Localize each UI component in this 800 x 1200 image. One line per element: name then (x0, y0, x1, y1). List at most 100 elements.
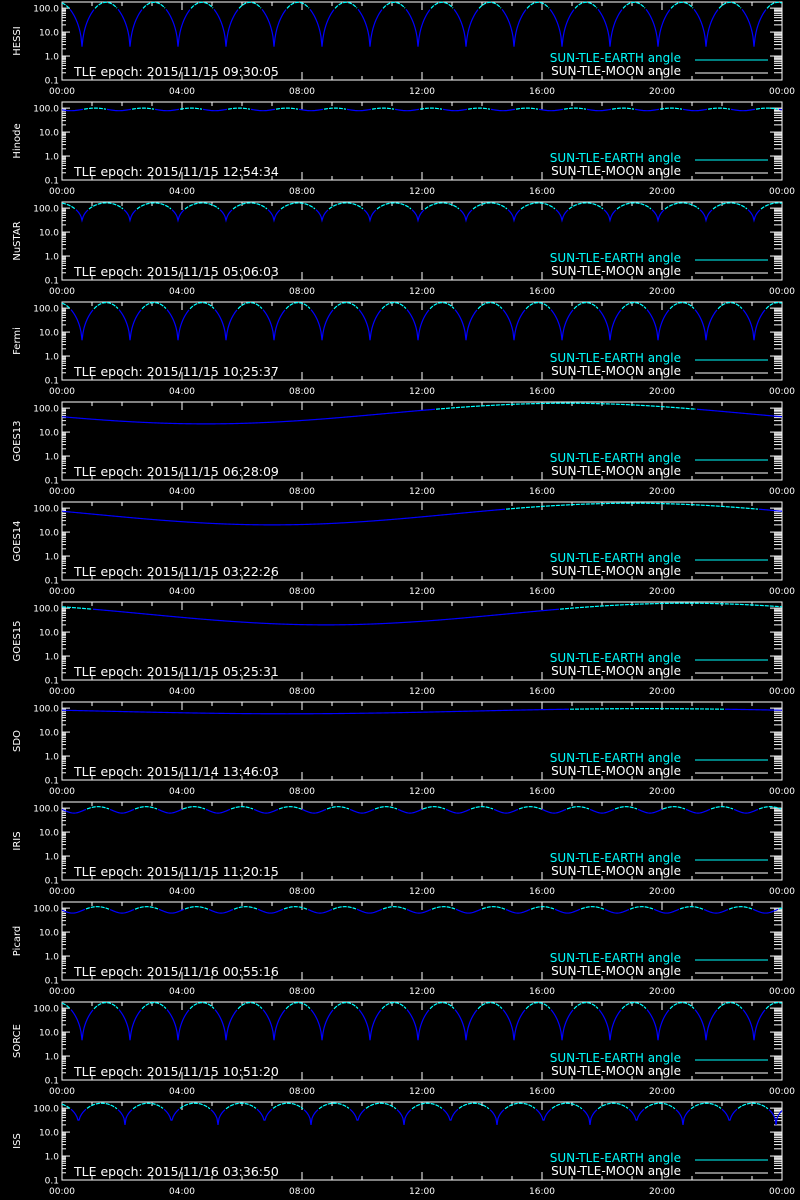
satellite-label: Hinode (12, 123, 23, 158)
x-tick-label: 00:00 (49, 1087, 75, 1097)
x-tick-label: 04:00 (169, 87, 195, 97)
legend-moon-label: SUN-TLE-MOON angle (551, 764, 681, 778)
x-tick-label: 20:00 (649, 387, 675, 397)
y-tick-label: 100.0 (33, 805, 59, 815)
x-tick-label: 12:00 (409, 587, 435, 597)
x-tick-label: 04:00 (169, 687, 195, 697)
x-tick-label: 00:00 (769, 787, 795, 797)
x-tick-label: 00:00 (769, 987, 795, 997)
x-tick-label: 00:00 (769, 387, 795, 397)
x-tick-label: 00:00 (49, 87, 75, 97)
x-tick-label: 20:00 (649, 287, 675, 297)
satellite-label: Picard (12, 926, 23, 957)
y-tick-label: 10.0 (39, 1129, 59, 1139)
sun-earth-angle-curve-low (61, 708, 783, 715)
legend-earth-label: SUN-TLE-EARTH angle (550, 151, 681, 165)
x-tick-label: 20:00 (649, 487, 675, 497)
y-tick-label: 10.0 (39, 729, 59, 739)
legend-moon-label: SUN-TLE-MOON angle (551, 164, 681, 178)
x-tick-label: 00:00 (49, 987, 75, 997)
y-tick-label: 0.1 (45, 977, 59, 987)
x-tick-label: 04:00 (169, 887, 195, 897)
x-tick-label: 16:00 (529, 87, 555, 97)
satellite-label: GOES14 (12, 520, 23, 561)
tle-epoch-label: TLE epoch: 2015/11/15 09:30:05 (73, 64, 279, 79)
satellite-label: NuSTAR (12, 221, 23, 260)
y-tick-label: 1.0 (45, 853, 60, 863)
legend-moon-label: SUN-TLE-MOON angle (551, 1064, 681, 1078)
x-tick-label: 00:00 (769, 1187, 795, 1197)
panel-fermi: 100.010.01.00.100:00 04:00 08:00 12:00 16:00… (12, 301, 795, 397)
sun-earth-angle-curve-low (75, 209, 761, 223)
sun-earth-angle-curve-high (85, 906, 783, 910)
panel-goes15: 100.010.01.00.100:00 04:00 08:00 12:00 16:00… (12, 601, 795, 697)
y-tick-label: 1.0 (45, 153, 60, 163)
sun-earth-angle-curve-low (62, 809, 782, 813)
sun-earth-angle-curve-high (61, 1102, 769, 1110)
x-tick-label: 00:00 (49, 587, 75, 597)
y-tick-label: 1.0 (45, 353, 60, 363)
y-tick-label: 1.0 (45, 653, 60, 663)
x-tick-label: 16:00 (529, 187, 555, 197)
y-tick-label: 0.1 (45, 377, 59, 387)
tle-epoch-label: TLE epoch: 2015/11/15 06:28:09 (73, 464, 279, 479)
x-tick-label: 00:00 (769, 587, 795, 597)
legend-earth-label: SUN-TLE-EARTH angle (550, 51, 681, 65)
y-tick-label: 1.0 (45, 1053, 60, 1063)
x-tick-label: 12:00 (409, 87, 435, 97)
satellite-label: SDO (12, 730, 23, 752)
satellite-label: ISS (12, 1133, 23, 1149)
y-tick-label: 1.0 (45, 1153, 60, 1163)
panel-goes14: 100.010.01.00.100:00 04:00 08:00 12:00 16:00… (12, 501, 795, 597)
legend-moon-label: SUN-TLE-MOON angle (551, 664, 681, 678)
legend-moon-label: SUN-TLE-MOON angle (551, 864, 681, 878)
y-tick-label: 0.1 (45, 277, 59, 287)
y-tick-label: 10.0 (39, 529, 59, 539)
y-tick-label: 10.0 (39, 829, 59, 839)
x-tick-label: 08:00 (289, 1087, 315, 1097)
legend-moon-label: SUN-TLE-MOON angle (551, 1164, 681, 1178)
x-tick-label: 08:00 (289, 287, 315, 297)
sun-earth-angle-curve-low (61, 108, 783, 112)
panel-iris: 100.010.01.00.100:00 04:00 08:00 12:00 16:00… (12, 801, 795, 897)
x-tick-label: 12:00 (409, 187, 435, 197)
legend-earth-label: SUN-TLE-EARTH angle (550, 951, 681, 965)
y-tick-label: 100.0 (33, 305, 59, 315)
tle-epoch-label: TLE epoch: 2015/11/15 10:51:20 (73, 1064, 279, 1079)
sun-earth-angle-curve-low (70, 1108, 783, 1125)
legend-earth-label: SUN-TLE-EARTH angle (550, 451, 681, 465)
x-tick-label: 00:00 (49, 487, 75, 497)
satellite-label: GOES13 (12, 420, 23, 461)
y-tick-label: 0.1 (45, 177, 59, 187)
x-tick-label: 00:00 (769, 287, 795, 297)
y-tick-label: 1.0 (45, 253, 60, 263)
panel-hinode: 100.010.01.00.100:00 04:00 08:00 12:00 16:00… (12, 101, 795, 197)
x-tick-label: 08:00 (289, 987, 315, 997)
sun-earth-angle-curve-high (61, 602, 783, 610)
x-tick-label: 00:00 (49, 287, 75, 297)
x-tick-label: 20:00 (649, 787, 675, 797)
sun-earth-angle-curve-high (61, 1001, 783, 1010)
sun-earth-angle-curve-high (86, 806, 782, 810)
legend-earth-label: SUN-TLE-EARTH angle (550, 251, 681, 265)
y-tick-label: 10.0 (39, 329, 59, 339)
x-tick-label: 20:00 (649, 87, 675, 97)
x-tick-label: 00:00 (769, 187, 795, 197)
x-tick-label: 12:00 (409, 487, 435, 497)
x-tick-label: 04:00 (169, 487, 195, 497)
y-tick-label: 10.0 (39, 429, 59, 439)
satellite-label: SORCE (12, 1024, 23, 1058)
x-tick-label: 12:00 (409, 787, 435, 797)
y-tick-label: 0.1 (45, 477, 59, 487)
panel-goes13: 100.010.01.00.100:00 04:00 08:00 12:00 16:00… (12, 401, 795, 497)
y-tick-label: 1.0 (45, 553, 60, 563)
legend-moon-label: SUN-TLE-MOON angle (551, 964, 681, 978)
sun-earth-angle-curve-low (69, 8, 767, 47)
sun-earth-angle-curve-high (569, 708, 725, 710)
x-tick-label: 00:00 (49, 387, 75, 397)
x-tick-label: 00:00 (49, 187, 75, 197)
panel-iss: 100.010.01.00.100:00 04:00 08:00 12:00 16:00… (12, 1101, 795, 1197)
y-tick-label: 100.0 (33, 1005, 59, 1015)
x-tick-label: 04:00 (169, 1187, 195, 1197)
